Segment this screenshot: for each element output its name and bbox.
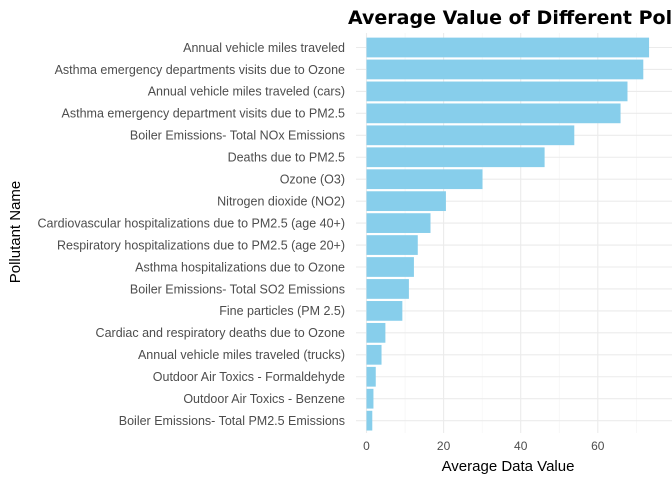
y-axis-title: Pollutant Name [7, 181, 24, 284]
bar [366, 388, 374, 409]
bar [366, 59, 644, 80]
x-tick-label: 0 [363, 439, 370, 453]
bar [366, 410, 373, 431]
bars [366, 37, 650, 431]
bar [366, 169, 483, 190]
category-label: Annual vehicle miles traveled (cars) [148, 85, 345, 99]
category-label: Boiler Emissions- Total SO2 Emissions [130, 282, 345, 296]
bar [366, 344, 382, 365]
category-label: Outdoor Air Toxics - Formaldehyde [153, 370, 345, 384]
bar [366, 103, 621, 124]
category-label: Outdoor Air Toxics - Benzene [183, 392, 345, 406]
bar [366, 257, 414, 277]
bar [366, 147, 545, 168]
bar [366, 191, 446, 212]
x-tick-label: 40 [514, 439, 528, 453]
category-labels: Annual vehicle miles traveled Asthma emer… [38, 41, 346, 428]
x-axis-title: Average Data Value [442, 458, 575, 475]
bar [366, 322, 386, 343]
chart-title: Average Value of Different Pollutants [348, 7, 672, 29]
category-label: Deaths due to PM2.5 [228, 151, 345, 165]
bar [366, 279, 409, 299]
bar [366, 125, 575, 146]
bar [366, 301, 403, 321]
x-tick-label: 20 [437, 439, 451, 453]
category-label: Nitrogen dioxide (NO2) [217, 194, 345, 208]
bar [366, 235, 418, 255]
x-tick-labels: 0 20 40 60 [363, 439, 605, 453]
category-label: Cardiovascular hospitalizations due to P… [38, 216, 345, 230]
bar [366, 213, 431, 233]
category-label: Annual vehicle miles traveled (trucks) [138, 348, 345, 362]
bar [366, 81, 628, 102]
x-tick-label: 60 [591, 439, 605, 453]
category-label: Asthma emergency departments visits due … [55, 63, 345, 77]
bar [366, 366, 376, 387]
category-label: Fine particles (PM 2.5) [219, 304, 345, 318]
category-label: Annual vehicle miles traveled [183, 41, 345, 55]
category-label: Boiler Emissions- Total PM2.5 Emissions [119, 414, 345, 428]
bar [366, 37, 650, 58]
category-label: Boiler Emissions- Total NOx Emissions [130, 129, 345, 143]
category-label: Asthma hospitalizations due to Ozone [135, 260, 345, 274]
category-label: Cardiac and respiratory deaths due to Oz… [96, 326, 345, 340]
category-label: Respiratory hospitalizations due to PM2.… [57, 238, 345, 252]
category-label: Asthma emergency department visits due t… [62, 107, 346, 121]
category-label: Ozone (O3) [280, 173, 345, 187]
